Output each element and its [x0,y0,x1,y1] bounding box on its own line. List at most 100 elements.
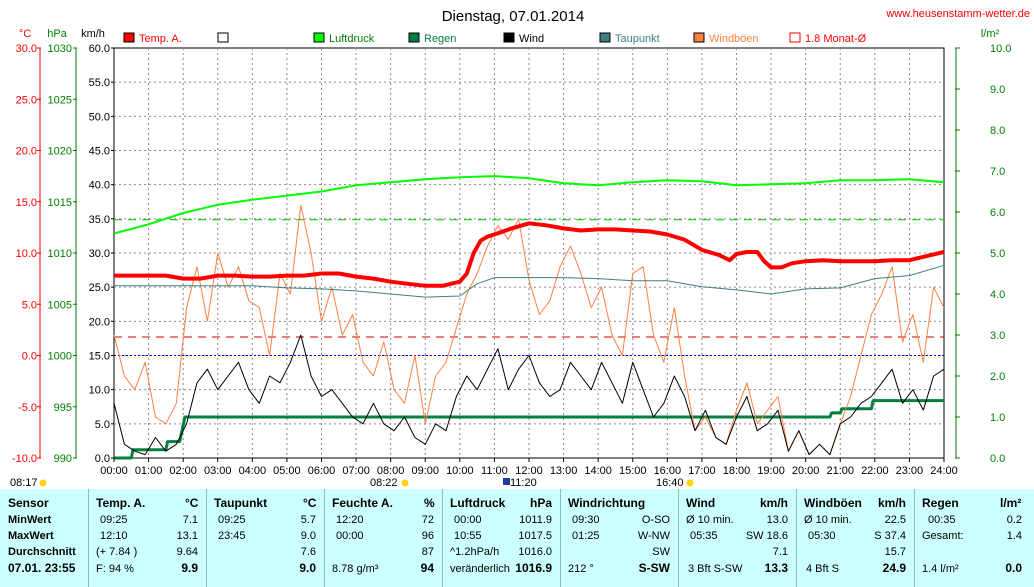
temp-cur-label: F: 94 % [96,563,134,575]
time-markers: 08:17 08:22 11:20 16:40 [10,477,694,489]
wind-cur-label: 3 Bft S-SW [688,563,743,575]
pres-min-val: 1011.9 [519,514,552,526]
series-wind [113,334,945,456]
x-tick-label: 21:00 [826,465,854,477]
x-tick-label: 06:00 [308,465,336,477]
pres-max-val: 1017.5 [518,530,552,542]
x-tick-label: 07:00 [342,465,370,477]
x-tick-label: 01:00 [135,465,163,477]
pressure-tick-label: 1030 [48,43,72,55]
legend-label: Wind [519,33,544,45]
x-tick-label: 05:00 [273,465,301,477]
x-tick-label: 14:00 [584,465,612,477]
website-link[interactable]: www.heusenstamm-wetter.de [885,8,1030,20]
min-row-label: MinWert [8,514,52,526]
x-tick-label: 03:00 [204,465,232,477]
series-regen [114,399,944,460]
x-tick-label: 18:00 [723,465,751,477]
rain-tick-label: 3.0 [990,330,1005,342]
temp-max-time: 12:10 [100,530,128,542]
temp-tick-label: 5.0 [22,299,37,311]
temp-cur-val: 9.9 [181,561,198,575]
hum-cur-label: 8.78 g/m³ [332,563,379,575]
wind-tick-label: 35.0 [89,214,110,226]
legend-swatch [123,32,135,43]
rain-col-title: Regen [922,496,959,510]
pres-avg-val: 1016.0 [518,546,552,558]
rain-tick-label: 0.0 [990,453,1005,465]
wind-tick-label: 0.0 [95,453,110,465]
chart-legend: Temp. A. Luftdruck Regen Wind Taupunkt Windbö… [123,32,867,45]
left-time-label: 08:17 [10,477,38,489]
rain-tick-label: 6.0 [990,207,1005,219]
dir-max-val: W-NW [637,530,670,542]
x-tick-label: 00:00 [100,465,128,477]
series-luftdruck [113,175,945,235]
gust-cur-val: 24.9 [882,561,906,575]
wind-tick-label: 25.0 [89,282,110,294]
rain-tick-label: 7.0 [990,166,1005,178]
x-tick-label: 12:00 [515,465,543,477]
pres-avg-extra: ^1.2hPa/h [450,546,500,558]
rain-tick-label: 10.0 [990,43,1011,55]
rain-tick-label: 2.0 [990,371,1005,383]
temp-min-val: 7.1 [182,514,198,526]
wind-tick-label: 10.0 [89,385,110,397]
legend-label: Temp. A. [139,33,182,45]
legend-swatch [503,32,515,43]
noon-icon [503,478,510,485]
legend-swatch [217,32,229,43]
temp-col-unit: °C [185,496,199,510]
pressure-tick-label: 1010 [48,248,72,260]
avg-row-label: Durchschnitt [8,546,76,558]
pres-max-time: 10:55 [454,530,482,542]
x-tick-label: 04:00 [239,465,267,477]
series-temp-a- [114,221,945,288]
dew-cur-val: 9.0 [299,561,316,575]
pressure-tick-label: 1005 [48,299,72,311]
temp-tick-label: 30.0 [16,43,37,55]
legend-label: Windböen [709,33,759,45]
dew-min-time: 09:25 [218,514,246,526]
legend-label: Taupunkt [615,33,660,45]
temp-unit-label: °C [19,28,31,40]
pressure-tick-label: 1020 [48,146,72,158]
gust-col-unit: km/h [878,496,907,510]
sunrise-label: 08:22 [370,477,398,489]
legend-swatch [408,32,420,43]
x-tick-label: 22:00 [861,465,889,477]
gust-max-val: S 37.4 [874,530,906,542]
temp-avg-extra: (+ 7.84 ) [96,546,138,558]
rain-tick-label: 8.0 [990,125,1005,137]
hum-col-unit: % [424,496,435,510]
legend-swatch [599,32,611,43]
noon-label: 11:20 [510,477,537,489]
temp-tick-label: 25.0 [16,94,37,106]
legend-swatch [313,32,325,43]
wind-col-unit: km/h [760,496,789,510]
rain-tick-label: 4.0 [990,289,1005,301]
x-tick-label: 09:00 [411,465,439,477]
temp-min-time: 09:25 [100,514,128,526]
x-axis: 00:00 01:00 02:00 03:00 04:00 05:00 06:00 07:00… [100,458,958,477]
rain-tick-label: 1.0 [990,412,1005,424]
rain-tick-label: 9.0 [990,84,1005,96]
gust-min-val: 22.5 [884,514,906,526]
current-date: 07.01. 23:55 [8,561,76,575]
temp-tick-label: 20.0 [16,146,37,158]
x-tick-label: 24:00 [930,465,958,477]
hum-cur-val: 94 [420,561,434,575]
chart-series [113,175,945,460]
temp-tick-label: -10.0 [12,453,37,465]
gust-max-time: 05:30 [808,530,836,542]
pressure-unit-label: hPa [47,28,67,40]
max-row-label: MaxWert [8,530,54,542]
dew-avg-val: 7.6 [300,546,316,558]
x-tick-label: 11:00 [481,465,508,477]
hum-min-time: 12:20 [336,514,364,526]
legend-label: Regen [424,33,456,45]
chart-grid [114,48,944,458]
dir-cur-label: 212 ° [568,563,594,575]
sunrise-icon [39,479,47,487]
wind-tick-label: 30.0 [89,248,110,260]
